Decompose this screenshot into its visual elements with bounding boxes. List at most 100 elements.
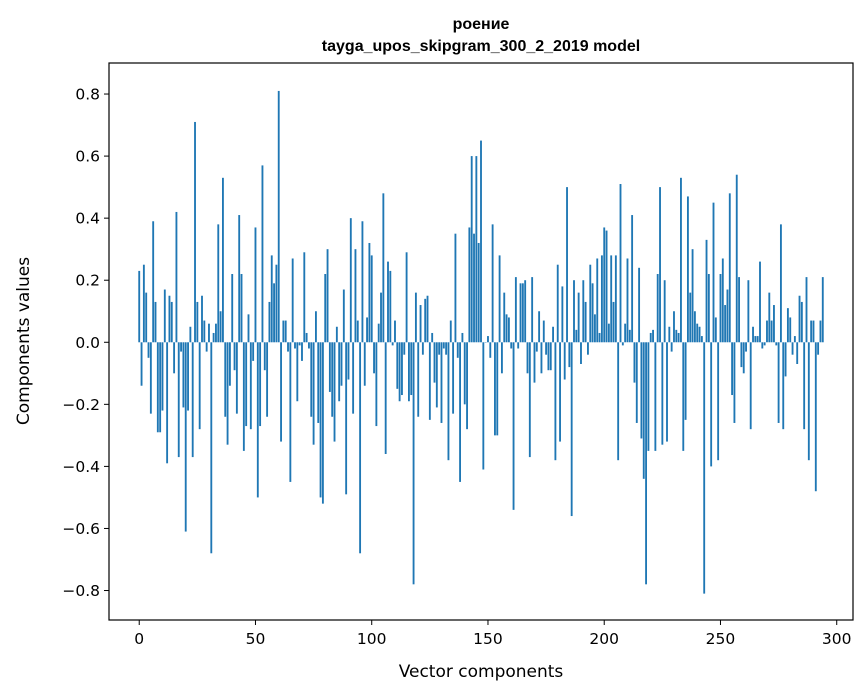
- bar-257: [735, 174, 738, 343]
- bar-190: [580, 342, 582, 364]
- x-tick-label: 100: [357, 630, 387, 648]
- bar-68: [296, 342, 299, 402]
- chart-subtitle: tayga_upos_skipgram_300_2_2019 model: [322, 38, 640, 55]
- bar-171: [535, 342, 538, 352]
- bar-74: [310, 342, 313, 417]
- bar-243: [703, 342, 706, 594]
- bar-130: [440, 342, 443, 423]
- bar-7: [154, 301, 157, 343]
- bar-48: [249, 342, 252, 430]
- bar-278: [784, 342, 787, 377]
- bar-90: [347, 342, 350, 380]
- bar-122: [421, 342, 424, 355]
- bar-239: [693, 311, 696, 343]
- x-tick-label: 200: [589, 630, 619, 648]
- bar-55: [266, 342, 269, 417]
- bar-210: [626, 258, 629, 343]
- bar-200: [603, 227, 606, 343]
- bar-132: [445, 342, 448, 355]
- bar-284: [798, 295, 801, 343]
- bar-13: [168, 295, 171, 343]
- bar-242: [700, 336, 703, 343]
- bar-95: [359, 342, 362, 554]
- bar-39: [228, 342, 231, 386]
- bar-134: [449, 320, 452, 343]
- bar-46: [245, 342, 248, 427]
- bar-244: [705, 239, 708, 343]
- bar-30: [208, 323, 210, 343]
- bar-173: [540, 342, 543, 374]
- bar-152: [491, 224, 494, 343]
- bar-162: [514, 277, 517, 343]
- bar-202: [607, 323, 610, 343]
- bar-4: [147, 342, 150, 358]
- bar-77: [317, 342, 320, 423]
- bar-272: [770, 320, 773, 343]
- bar-267: [759, 261, 761, 343]
- bar-96: [361, 221, 364, 343]
- bar-271: [768, 292, 771, 343]
- bar-283: [796, 342, 799, 364]
- bar-259: [740, 342, 743, 368]
- bar-159: [507, 317, 510, 343]
- bar-225: [661, 342, 664, 445]
- bar-136: [454, 233, 457, 343]
- bar-219: [647, 342, 650, 451]
- bar-81: [326, 249, 329, 343]
- x-tick-label: 300: [822, 630, 852, 648]
- bar-79: [321, 342, 324, 504]
- bar-163: [517, 342, 520, 349]
- bar-102: [375, 342, 378, 427]
- x-axis-ticks: 0 50 100 150 200 250 300: [134, 620, 852, 648]
- bar-238: [691, 249, 694, 343]
- bar-245: [707, 274, 710, 343]
- bar-232: [677, 332, 680, 343]
- bar-280: [789, 317, 792, 343]
- bar-33: [215, 323, 217, 343]
- bar-220: [649, 332, 652, 343]
- bar-167: [526, 342, 529, 374]
- bar-153: [494, 342, 496, 436]
- bar-261: [745, 342, 747, 352]
- bar-289: [810, 320, 813, 343]
- bar-277: [782, 342, 785, 430]
- bar-101: [373, 342, 375, 374]
- bar-26: [198, 342, 201, 430]
- bar-82: [328, 342, 331, 392]
- bar-288: [807, 342, 810, 461]
- bar-8: [156, 342, 159, 433]
- bar-230: [673, 311, 675, 343]
- bar-10: [161, 342, 164, 411]
- bar-114: [403, 342, 406, 355]
- bar-270: [766, 320, 768, 343]
- bar-265: [754, 336, 757, 343]
- bar-139: [461, 332, 464, 343]
- bar-226: [663, 280, 666, 343]
- bar-185: [568, 342, 571, 368]
- bar-53: [261, 165, 264, 343]
- bar-223: [656, 274, 659, 343]
- x-tick-label: 150: [473, 630, 503, 648]
- bar-157: [503, 292, 506, 343]
- bar-260: [742, 342, 745, 374]
- bar-154: [496, 342, 499, 436]
- bar-294: [821, 277, 824, 343]
- bar-189: [577, 292, 580, 343]
- bar-92: [352, 342, 355, 414]
- bar-170: [533, 342, 536, 383]
- bar-227: [666, 342, 668, 442]
- bar-286: [803, 342, 806, 430]
- bar-15: [173, 342, 176, 374]
- bar-275: [777, 342, 780, 423]
- bar-192: [584, 301, 587, 343]
- bar-182: [561, 286, 564, 343]
- y-tick-label: 0.6: [75, 148, 100, 166]
- bar-218: [645, 342, 647, 585]
- bar-86: [338, 342, 341, 402]
- bar-222: [654, 342, 657, 451]
- bar-246: [710, 342, 713, 467]
- bar-14: [170, 301, 173, 343]
- bar-80: [324, 274, 327, 343]
- bar-28: [203, 320, 206, 343]
